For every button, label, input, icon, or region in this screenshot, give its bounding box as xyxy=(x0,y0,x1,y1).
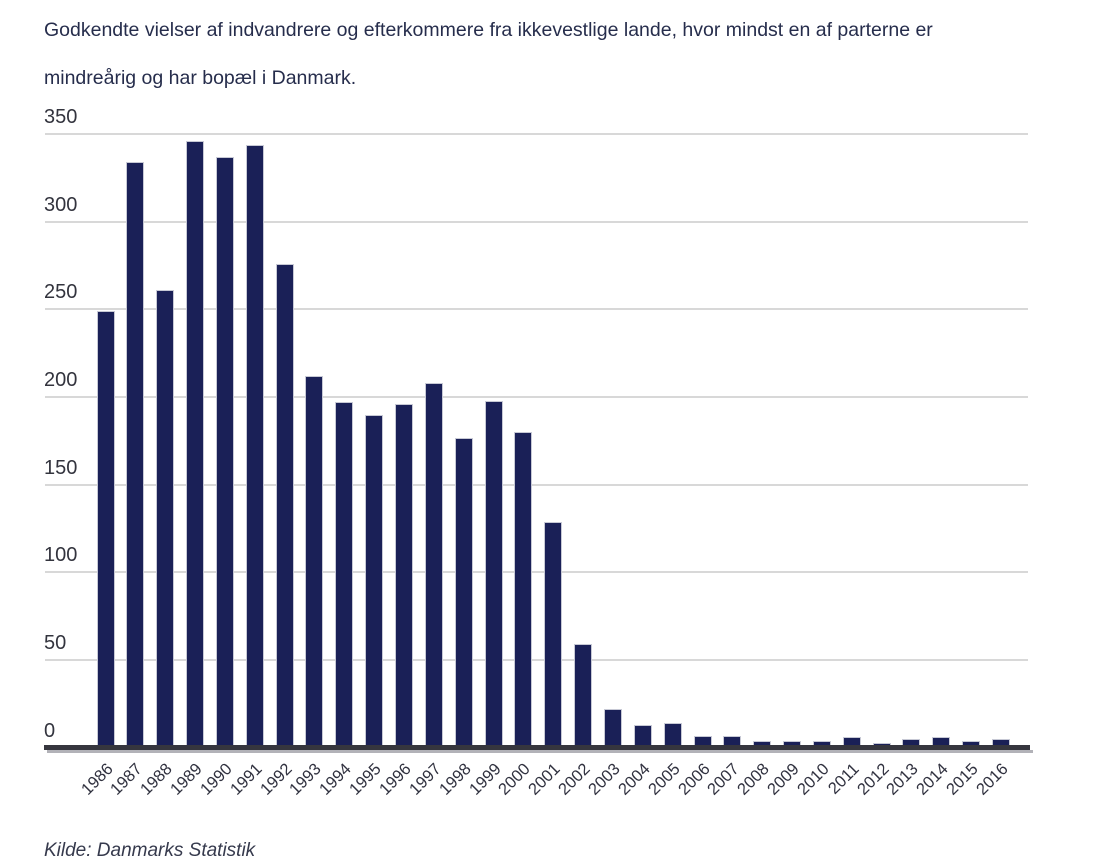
bar-1993 xyxy=(305,376,324,747)
bar-2000 xyxy=(514,432,533,747)
gridline-100 xyxy=(45,571,1028,574)
bar-2005 xyxy=(663,723,682,747)
gridline-250 xyxy=(45,308,1028,311)
y-tick-label-150: 150 xyxy=(44,456,78,479)
gridline-350 xyxy=(45,133,1028,135)
bar-1987 xyxy=(126,162,145,747)
y-tick-label-350: 350 xyxy=(44,106,78,128)
gridline-50 xyxy=(45,658,1028,661)
bar-2015 xyxy=(962,740,981,747)
bar-2009 xyxy=(783,740,802,747)
y-tick-label-200: 200 xyxy=(44,368,78,391)
bar-2013 xyxy=(902,739,921,747)
bar-1990 xyxy=(215,157,234,747)
bar-2003 xyxy=(603,709,622,747)
bar-2012 xyxy=(872,742,891,747)
bar-2014 xyxy=(932,737,951,747)
bar-1986 xyxy=(96,311,115,747)
y-tick-label-100: 100 xyxy=(44,544,78,567)
bar-1991 xyxy=(245,144,264,747)
bar-2001 xyxy=(544,521,563,747)
bar-1995 xyxy=(365,414,384,747)
bar-2006 xyxy=(693,735,712,747)
y-tick-label-250: 250 xyxy=(44,281,78,304)
chart-title-line2: mindreårig og har bopæl i Danmark. xyxy=(44,67,357,89)
bar-1999 xyxy=(484,400,503,747)
gridline-150 xyxy=(45,483,1028,486)
chart-title: Godkendte vielser af indvandrere og efte… xyxy=(44,6,1034,102)
bar-2002 xyxy=(574,644,593,747)
y-tick-label-50: 50 xyxy=(44,631,67,654)
bar-2011 xyxy=(842,737,861,747)
x-axis-shadow xyxy=(47,750,1033,753)
bar-1992 xyxy=(275,263,294,747)
bar-2008 xyxy=(753,740,772,747)
bar-2004 xyxy=(633,725,652,747)
bar-1996 xyxy=(395,404,413,747)
y-tick-label-300: 300 xyxy=(44,193,78,216)
bar-1997 xyxy=(424,383,443,747)
gridline-200 xyxy=(45,395,1028,398)
bar-1988 xyxy=(156,290,175,747)
bar-1998 xyxy=(454,437,473,747)
x-axis-line xyxy=(44,745,1030,750)
source-note: Kilde: Danmarks Statistik xyxy=(44,840,256,861)
y-tick-label-0: 0 xyxy=(44,719,56,742)
bar-2016 xyxy=(992,739,1010,747)
bar-2007 xyxy=(723,735,742,747)
bar-2010 xyxy=(812,740,831,747)
chart-title-line1: Godkendte vielser af indvandrere og efte… xyxy=(44,19,933,41)
bar-chart: 0 50 100 150 200 250 300 350 1986 1987 1988 1989 199… xyxy=(44,106,1033,799)
bar-1989 xyxy=(186,141,205,747)
gridline-300 xyxy=(45,220,1028,223)
bar-1994 xyxy=(335,402,354,747)
